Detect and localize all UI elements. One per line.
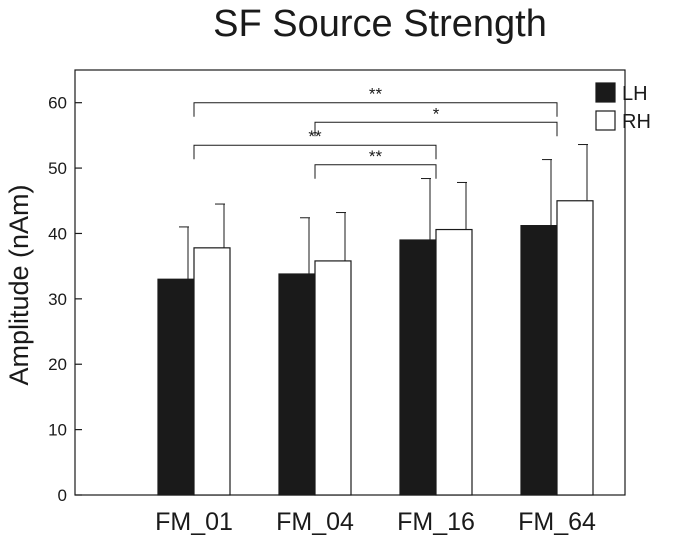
bar-rh [193, 247, 231, 496]
y-tick-label: 50 [48, 159, 67, 178]
bar-rh [314, 260, 352, 496]
y-tick-label: 0 [58, 486, 67, 505]
significance-bracket [314, 164, 437, 179]
significance-label: ** [369, 85, 383, 104]
bars [157, 200, 594, 496]
significance-bracket [314, 121, 558, 137]
y-tick-label: 20 [48, 355, 67, 374]
y-axis: 0 10 20 30 40 50 60 [48, 94, 82, 505]
y-tick-label: 60 [48, 94, 67, 113]
y-tick-label: 10 [48, 421, 67, 440]
significance-bracket [193, 144, 437, 160]
x-tick-label: FM_16 [397, 508, 475, 536]
error-bars [179, 144, 588, 280]
x-tick-label: FM_01 [155, 508, 233, 536]
y-axis-label: Amplitude (nAm) [4, 184, 34, 385]
significance-label: ** [369, 147, 383, 166]
legend-swatch-lh [595, 82, 616, 103]
chart-title: SF Source Strength [213, 3, 547, 45]
bar-rh [556, 200, 594, 496]
y-tick-label: 40 [48, 224, 67, 243]
legend-label-rh: RH [622, 111, 651, 133]
x-tick-label: FM_64 [518, 508, 596, 536]
legend: LH RH [595, 82, 651, 133]
significance-bracket [193, 102, 558, 117]
bar-rh [435, 228, 473, 496]
bar-lh [399, 239, 437, 496]
x-tick-label: FM_04 [276, 508, 354, 536]
legend-swatch-rh [595, 110, 616, 131]
x-axis: FM_01 FM_04 FM_16 FM_64 [155, 508, 596, 536]
significance-label: * [433, 104, 440, 123]
bar-lh [278, 273, 316, 496]
legend-label-lh: LH [622, 83, 648, 105]
significance-brackets: ******* [193, 85, 558, 179]
bar-lh [520, 225, 558, 496]
y-tick-label: 30 [48, 290, 67, 309]
significance-label: ** [308, 127, 322, 146]
bar-lh [157, 278, 195, 496]
